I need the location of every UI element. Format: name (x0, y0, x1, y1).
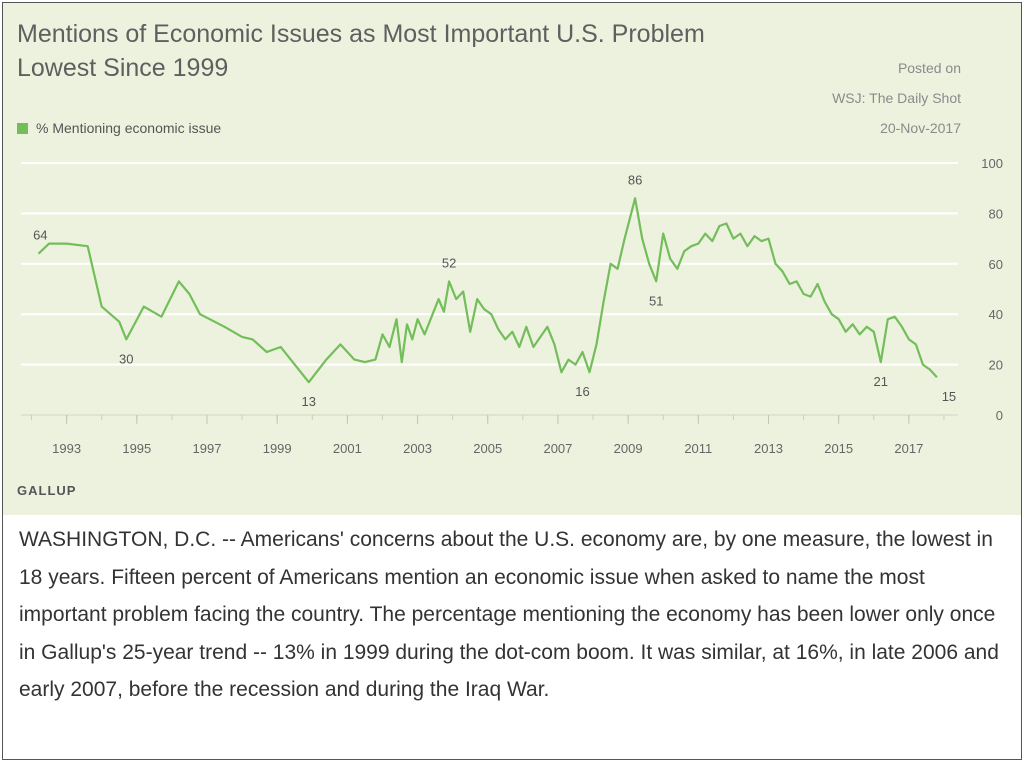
data-label: 16 (575, 384, 589, 399)
line-chart: 0 20 40 60 80 100 1993 1995 1997 1999 2001 2003 2005… (21, 156, 1003, 456)
data-label: 86 (628, 172, 642, 187)
data-label: 15 (942, 389, 956, 404)
y-tick-label: 40 (989, 307, 1003, 322)
x-tick-label: 2015 (824, 441, 853, 456)
legend-swatch (17, 122, 28, 134)
x-tick-label: 2001 (333, 441, 362, 456)
x-tick-label: 2009 (614, 441, 643, 456)
article-body: WASHINGTON, D.C. -- Americans' concerns … (19, 528, 999, 701)
data-label: 21 (874, 374, 888, 389)
chart-title-line2: Lowest Since 1999 (17, 54, 229, 82)
y-tick-label: 60 (989, 257, 1003, 272)
y-tick-label: 20 (989, 358, 1003, 373)
data-label: 51 (649, 293, 663, 308)
legend-label: % Mentioning economic issue (36, 120, 222, 136)
data-label: 64 (33, 228, 47, 243)
grid-layer: 0 20 40 60 80 100 1993 1995 1997 1999 2001 2003 2005… (21, 156, 1003, 456)
x-tick-label: 1995 (122, 441, 151, 456)
chart-legend: % Mentioning economic issue (17, 119, 221, 137)
posted-on-label: Posted on (897, 60, 961, 76)
chart-panel: Mentions of Economic Issues as Most Impo… (3, 3, 1021, 515)
x-tick-label: 2013 (754, 441, 783, 456)
data-label: 13 (302, 394, 316, 409)
chart-title: Mentions of Economic Issues as Most Impo… (17, 17, 777, 85)
y-tick-label: 80 (989, 206, 1003, 221)
label-layer: 64 30 13 52 16 86 51 21 15 (33, 172, 956, 409)
x-tick-label: 2003 (403, 441, 432, 456)
posted-source: WSJ: The Daily Shot (832, 90, 961, 106)
posted-date: 20-Nov-2017 (880, 120, 961, 136)
x-tick-label: 1993 (52, 441, 81, 456)
x-tick-label: 1999 (263, 441, 292, 456)
x-tick-label: 1997 (193, 441, 222, 456)
x-tick-label: 2011 (684, 441, 712, 456)
x-tick-label: 2005 (473, 441, 502, 456)
chart-title-line1: Mentions of Economic Issues as Most Impo… (17, 20, 705, 48)
x-tick-label: 2017 (894, 441, 923, 456)
y-tick-label: 100 (981, 156, 1003, 171)
y-tick-label: 0 (996, 408, 1003, 423)
x-tick-label: 2007 (543, 441, 572, 456)
data-label: 52 (442, 255, 456, 270)
series-line (37, 197, 938, 384)
series-layer (37, 197, 938, 384)
posted-note: Posted on WSJ: The Daily Shot 20-Nov-201… (832, 53, 961, 143)
gallup-logo: GALLUP (17, 483, 77, 498)
data-label: 30 (119, 351, 133, 366)
